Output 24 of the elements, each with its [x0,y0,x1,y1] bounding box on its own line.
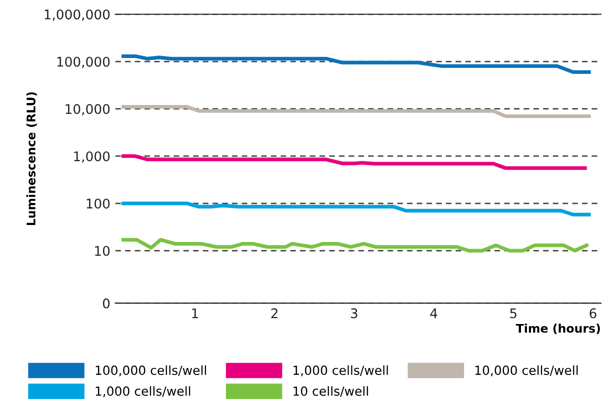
legend-label: 10,000 cells/well [475,365,578,376]
legend-label: 100,000 cells/well [96,365,206,376]
y-tick-label: 1,000,000 [44,9,110,21]
y-tick-label: 0 [102,298,110,308]
legend-label: 1,000 cells/well [294,365,388,376]
x-tick-label: 1 [192,308,198,318]
line-series [121,202,591,216]
x-tick-label: 5 [510,308,516,318]
y-tick-label: 100,000 [57,56,110,68]
x-tick-label: 4 [430,308,438,318]
x-tick-label: 3 [350,308,358,318]
y-axis-title: Luminescence (RLU) [26,92,37,226]
line-series [121,54,591,74]
y-tick-label: 1,000 [74,151,110,163]
line-series [121,238,588,252]
y-tick-label: 100 [86,198,110,209]
x-tick-label: 2 [271,308,278,318]
legend-label: 1,000 cells/well [96,386,190,398]
x-tick-label: 6 [590,308,596,318]
y-tick-label: 10 [95,246,110,256]
y-tick-label: 10,000 [66,104,110,116]
x-axis-title: Time (hours) [516,324,600,334]
legend-label: 10 cells/well [294,386,368,397]
line-series [121,154,587,170]
